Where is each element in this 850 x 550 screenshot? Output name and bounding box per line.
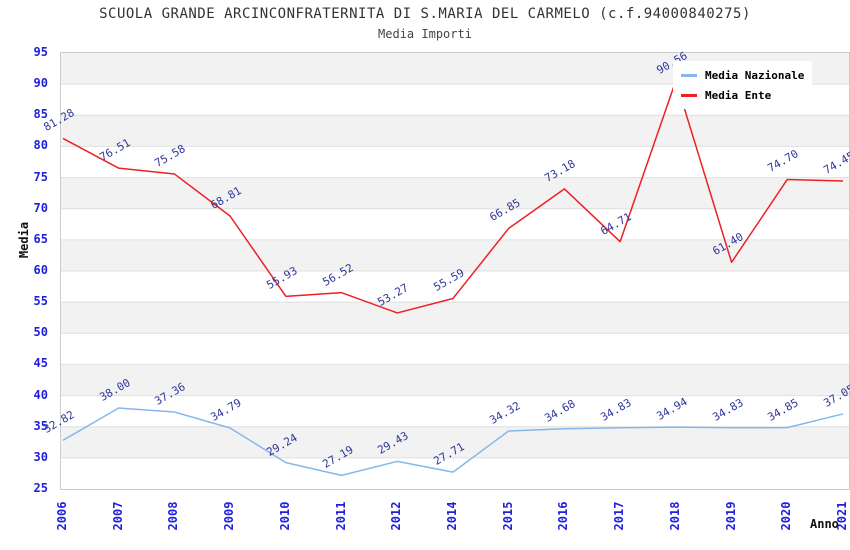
legend: Media Nazionale Media Ente bbox=[673, 61, 812, 109]
x-tick-label: 2016 bbox=[556, 501, 571, 531]
y-tick-label: 30 bbox=[33, 449, 48, 464]
y-tick-label: 25 bbox=[33, 481, 48, 495]
y-tick-label: 35 bbox=[33, 418, 48, 433]
x-tick-label: 2014 bbox=[445, 501, 459, 531]
y-tick-label: 95 bbox=[33, 45, 48, 59]
plot-band bbox=[61, 208, 849, 240]
plot-band bbox=[61, 457, 849, 489]
legend-label: Media Ente bbox=[705, 88, 772, 102]
chart-title: SCUOLA GRANDE ARCINCONFRATERNITA DI S.MA… bbox=[99, 6, 751, 22]
y-tick-label: 75 bbox=[33, 169, 48, 184]
x-tick-label: 2010 bbox=[277, 501, 292, 531]
chart-subtitle: Media Importi bbox=[378, 27, 472, 41]
x-tick-label: 2012 bbox=[389, 501, 404, 531]
plot-band bbox=[61, 115, 849, 147]
x-tick-label: 2018 bbox=[667, 501, 682, 531]
y-tick-label: 65 bbox=[33, 231, 48, 246]
series-line-nazionale bbox=[62, 407, 844, 477]
legend-line-icon bbox=[681, 73, 697, 77]
y-tick-label: 55 bbox=[33, 294, 48, 309]
y-tick-label: 85 bbox=[33, 107, 48, 122]
legend-label: Media Nazionale bbox=[705, 68, 805, 82]
plot-band bbox=[61, 177, 849, 209]
y-tick-label: 70 bbox=[33, 200, 48, 215]
legend-line-icon bbox=[681, 93, 697, 97]
legend-item-nazionale: Media Nazionale bbox=[681, 65, 812, 85]
plot-band bbox=[61, 146, 849, 178]
plot-band bbox=[61, 302, 849, 334]
x-tick-label: 2007 bbox=[110, 501, 125, 531]
plot-band bbox=[61, 333, 849, 365]
x-tick-label: 2008 bbox=[166, 501, 181, 531]
y-tick-label: 45 bbox=[33, 356, 48, 371]
x-tick-label: 2017 bbox=[612, 501, 627, 531]
y-tick-label: 50 bbox=[33, 325, 48, 340]
plot-band bbox=[61, 395, 849, 427]
plot-band bbox=[61, 364, 849, 396]
plot-band bbox=[61, 239, 849, 271]
plot-area bbox=[60, 52, 850, 490]
series-line-ente bbox=[62, 79, 844, 314]
x-tick-label: 2011 bbox=[333, 501, 348, 531]
y-tick-label: 40 bbox=[33, 387, 48, 402]
x-tick-label: 2006 bbox=[55, 501, 69, 531]
x-tick-label: 2009 bbox=[222, 501, 237, 531]
y-tick-label: 60 bbox=[33, 263, 48, 277]
plot-band bbox=[61, 426, 849, 458]
chart-canvas bbox=[61, 53, 849, 489]
x-tick-label: 2019 bbox=[723, 501, 738, 531]
x-tick-label: 2015 bbox=[500, 501, 515, 531]
x-tick-label: 2020 bbox=[779, 501, 794, 531]
legend-item-ente: Media Ente bbox=[681, 85, 812, 105]
y-tick-label: 80 bbox=[33, 138, 48, 153]
x-axis-title: Anno bbox=[810, 517, 839, 531]
y-tick-label: 90 bbox=[33, 76, 48, 91]
